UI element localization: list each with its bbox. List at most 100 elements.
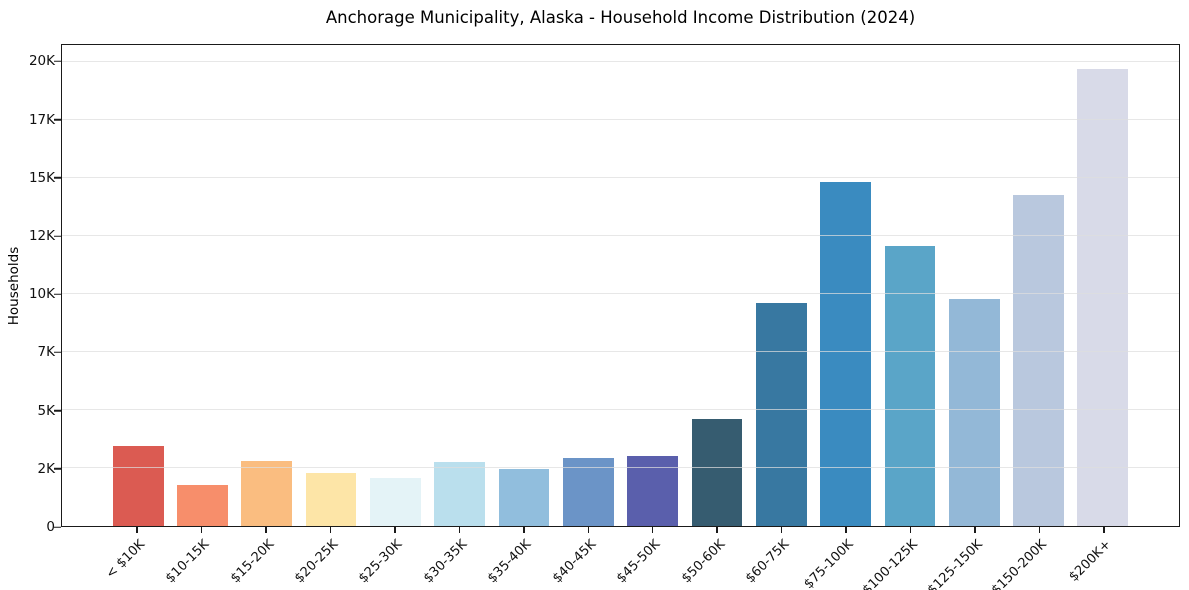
y-tick-label: 0 xyxy=(46,519,55,535)
x-label-cell: < $10K xyxy=(103,536,169,590)
y-tick-label: 7K xyxy=(37,344,55,361)
bar-slot xyxy=(942,45,1006,526)
y-tick-mark xyxy=(54,409,61,412)
x-label-cell: $150-200K xyxy=(989,536,1071,590)
x-tick-label: $10-15K xyxy=(163,537,213,587)
x-tick-mark xyxy=(587,527,590,533)
bar-$125-150K xyxy=(948,298,1000,526)
y-tick-labels: 0 2K 5K 7K 10K 12K 15K 17K 20K xyxy=(0,44,55,535)
x-tick-mark xyxy=(1103,527,1105,533)
x-tick-cell xyxy=(685,527,749,534)
bar-$15-20K xyxy=(241,461,293,526)
x-tick-mark xyxy=(845,527,847,533)
bar-$20-25K xyxy=(305,472,357,526)
bar-slot xyxy=(1071,45,1135,526)
bar-< $10K xyxy=(112,446,164,526)
x-tick-cell xyxy=(943,527,1007,534)
x-tick-cell xyxy=(234,527,298,534)
x-tick-labels: < $10K $10-15K $15-20K $20-25K $25-30K $30-35… xyxy=(61,536,1180,590)
x-tick-cell xyxy=(427,527,491,534)
bar-slot xyxy=(878,45,942,526)
x-tick-mark xyxy=(651,527,654,533)
bar-slot xyxy=(299,45,363,526)
x-label-cell: $50-60K xyxy=(679,536,749,590)
y-tick-mark xyxy=(54,293,61,295)
y-tick-label: 20K xyxy=(28,53,55,70)
x-tick-label: $35-40K xyxy=(485,537,535,587)
x-tick-label: $200K+ xyxy=(1066,537,1115,585)
bar-$50-60K xyxy=(691,419,743,526)
x-tick-marks xyxy=(61,527,1180,534)
x-tick-label: $50-60K xyxy=(678,537,728,587)
x-tick-mark xyxy=(136,527,138,533)
bar-slot xyxy=(106,45,170,526)
y-tick-label: 10K xyxy=(28,286,55,303)
x-tick-mark xyxy=(200,527,203,533)
bar-$100-125K xyxy=(884,245,936,526)
x-label-cell: $30-35K xyxy=(421,536,491,590)
x-label-cell: $40-45K xyxy=(550,536,620,590)
bar-$200K+ xyxy=(1077,69,1129,526)
bar-$60-75K xyxy=(755,303,807,526)
y-tick-mark xyxy=(54,468,61,470)
x-label-cell: $10-15K xyxy=(163,536,233,590)
x-tick-label: $60-75K xyxy=(743,537,793,587)
bar-slot xyxy=(813,45,877,526)
bar-$10-15K xyxy=(177,485,228,526)
bar-slot xyxy=(428,45,492,526)
y-tick-mark xyxy=(54,177,61,179)
x-tick-mark xyxy=(780,527,783,533)
y-tick-mark xyxy=(54,351,61,354)
x-tick-cell xyxy=(169,527,233,534)
x-label-cell: $200K+ xyxy=(1067,536,1136,590)
bar-slot xyxy=(363,45,427,526)
plot-area xyxy=(61,44,1180,527)
x-tick-cell xyxy=(298,527,362,534)
bar-$35-40K xyxy=(498,468,550,526)
x-tick-cell xyxy=(749,527,813,534)
x-tick-mark xyxy=(265,527,267,533)
y-tick-label: 2K xyxy=(37,460,55,477)
x-tick-label: $15-20K xyxy=(227,537,277,587)
x-tick-mark xyxy=(458,527,461,533)
y-tick-mark xyxy=(54,60,61,63)
bar-slot xyxy=(621,45,685,526)
x-tick-mark xyxy=(1038,527,1041,533)
y-tick-mark xyxy=(54,526,61,528)
x-label-cell: $15-20K xyxy=(228,536,298,590)
x-tick-label: $20-25K xyxy=(291,537,342,587)
bar-slot xyxy=(235,45,299,526)
bars xyxy=(62,45,1179,526)
bar-slot xyxy=(492,45,556,526)
x-tick-cell xyxy=(363,527,427,534)
bar-$75-100K xyxy=(820,181,871,526)
chart-title: Anchorage Municipality, Alaska - Househo… xyxy=(325,7,916,27)
bar-$45-50K xyxy=(627,456,679,526)
y-tick-label: 17K xyxy=(28,111,55,128)
x-tick-mark xyxy=(329,527,332,533)
x-tick-cell xyxy=(814,527,878,534)
bar-$150-200K xyxy=(1013,194,1064,526)
x-tick-label: $25-30K xyxy=(356,537,406,587)
y-tick-label: 15K xyxy=(28,169,55,186)
chart-title-area: Anchorage Municipality, Alaska - Househo… xyxy=(61,0,1180,34)
y-tick-mark xyxy=(54,235,61,237)
x-tick-cell xyxy=(621,527,685,534)
bar-$25-30K xyxy=(370,478,421,526)
x-tick-label: < $10K xyxy=(103,537,148,582)
bar-slot xyxy=(685,45,749,526)
bar-slot xyxy=(556,45,620,526)
y-tick-mark xyxy=(54,118,61,121)
x-label-cell: $20-25K xyxy=(292,536,362,590)
x-label-cell: $25-30K xyxy=(356,536,427,590)
y-tick-label: 12K xyxy=(28,228,55,245)
x-tick-mark xyxy=(909,527,912,533)
bar-$40-45K xyxy=(562,457,614,526)
x-tick-cell xyxy=(1007,527,1071,534)
x-tick-label: $30-35K xyxy=(420,537,471,587)
x-tick-mark xyxy=(716,527,718,533)
x-tick-mark xyxy=(523,527,525,533)
x-tick-label: $40-45K xyxy=(549,537,599,587)
x-tick-cell xyxy=(1072,527,1136,534)
x-tick-cell xyxy=(492,527,556,534)
